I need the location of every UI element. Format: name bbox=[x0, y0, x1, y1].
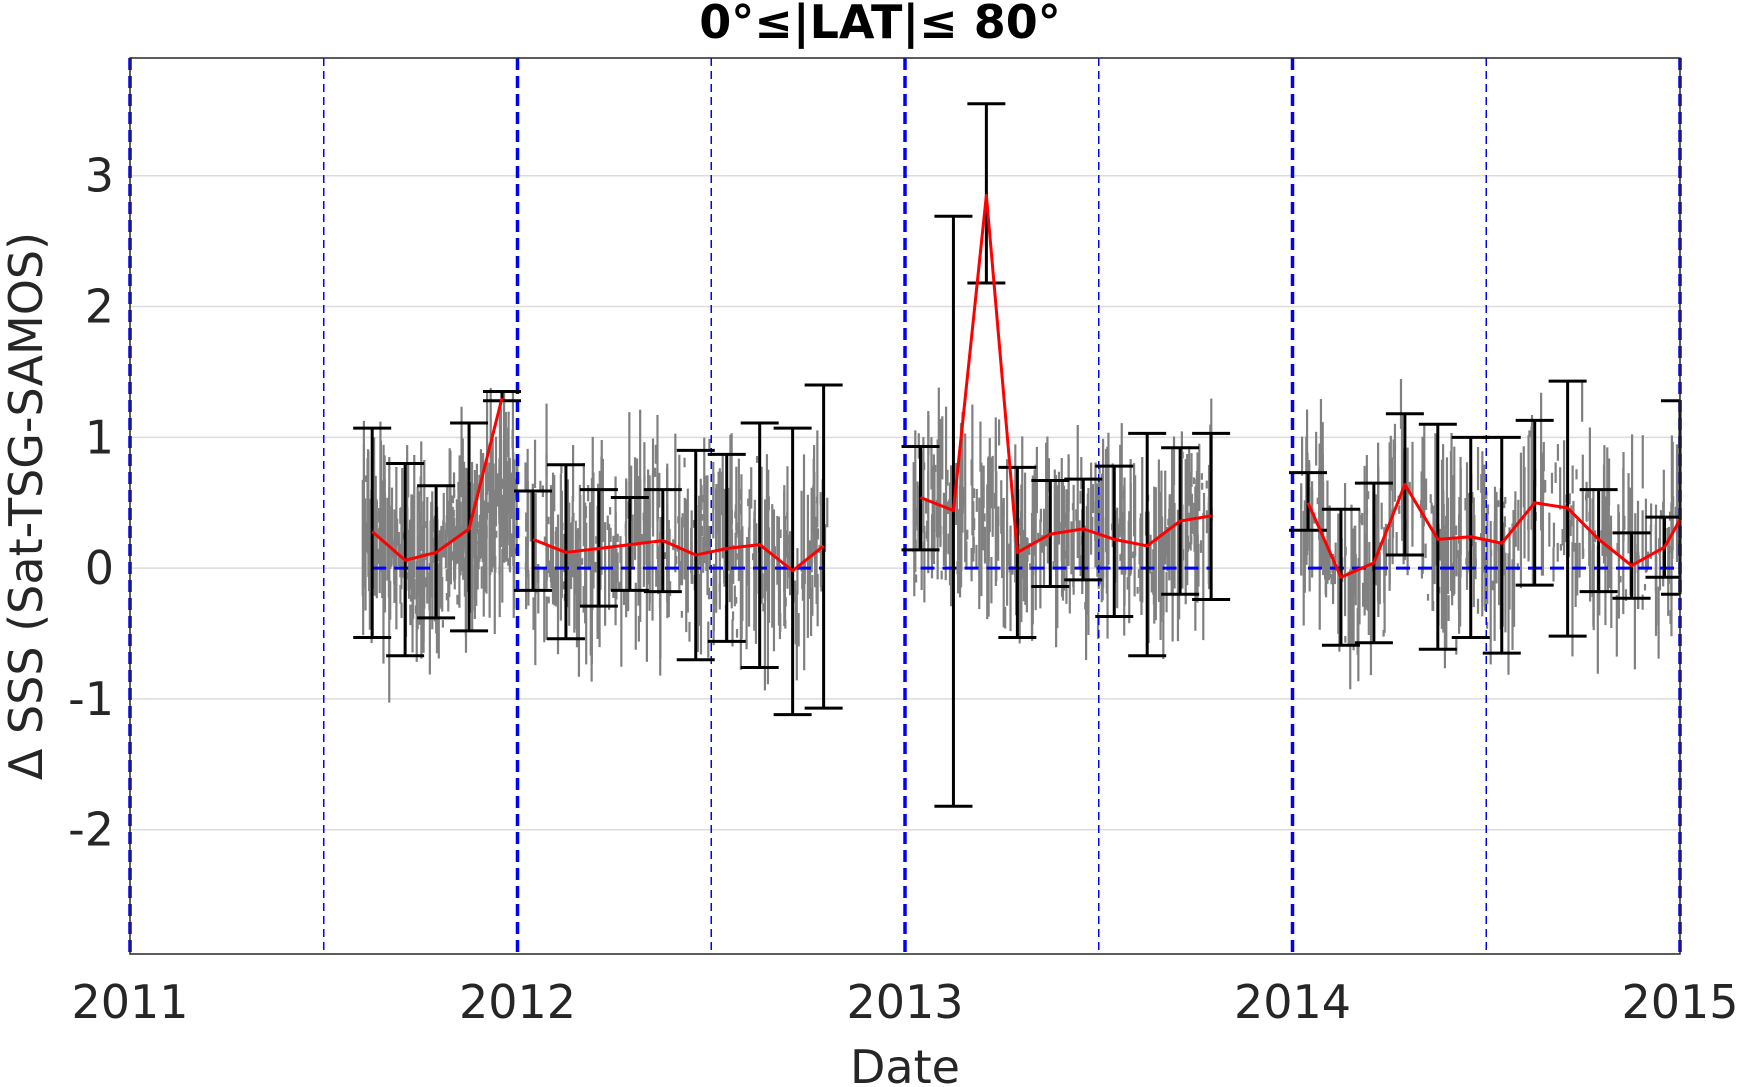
x-tick-label-1: 2012 bbox=[459, 975, 576, 1029]
x-axis-ticks: 2011 2012 2013 2014 2015 bbox=[71, 975, 1738, 1029]
y-tick-label-2: 0 bbox=[85, 541, 114, 595]
x-tick-label-0: 2011 bbox=[71, 975, 188, 1029]
plot-frame bbox=[129, 57, 1681, 955]
x-tick-label-2: 2013 bbox=[846, 975, 963, 1029]
y-tick-label-5: 3 bbox=[85, 149, 114, 203]
x-tick-label-4: 2015 bbox=[1621, 975, 1738, 1029]
y-axis-label: Δ SSS (Sat-TSG-SAMOS) bbox=[0, 232, 53, 780]
x-axis-label: Date bbox=[850, 1040, 960, 1087]
mean-line-2014 bbox=[1306, 482, 1682, 579]
y-tick-label-1: -1 bbox=[68, 672, 114, 726]
y-axis-ticks: -2 -1 0 1 2 3 bbox=[68, 149, 114, 857]
mean-line-2012 bbox=[532, 537, 825, 573]
mean-line-2011 bbox=[371, 397, 504, 562]
scatter-points bbox=[361, 378, 1681, 703]
error-bars bbox=[353, 102, 1682, 808]
mean-line-2013 bbox=[919, 193, 1212, 554]
y-tick-label-0: -2 bbox=[68, 803, 114, 857]
x-tick-label-3: 2014 bbox=[1234, 975, 1351, 1029]
chart-title: 0°≤|LAT|≤ 80° bbox=[699, 0, 1060, 50]
y-tick-label-3: 1 bbox=[85, 410, 114, 464]
mean-lines bbox=[371, 193, 1682, 579]
y-tick-label-4: 2 bbox=[85, 280, 114, 334]
